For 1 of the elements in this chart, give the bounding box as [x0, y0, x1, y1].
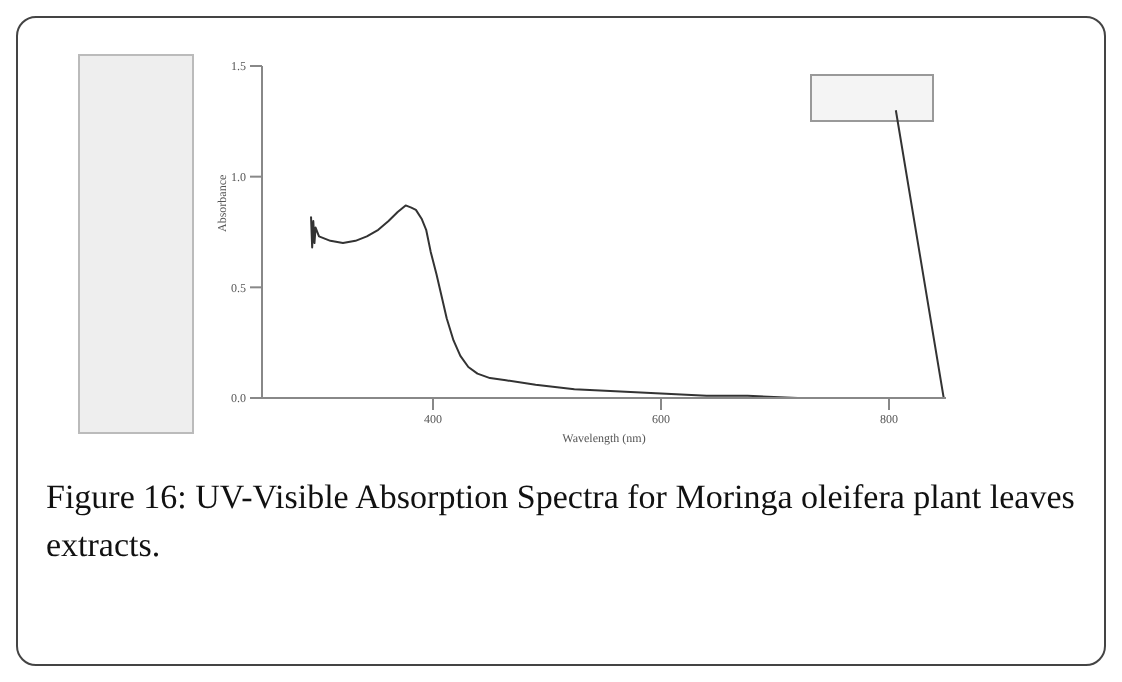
caption: Figure 16: UV-Visible Absorption Spectra for Moringa oleifera plant leaves extracts.: [46, 476, 1076, 568]
